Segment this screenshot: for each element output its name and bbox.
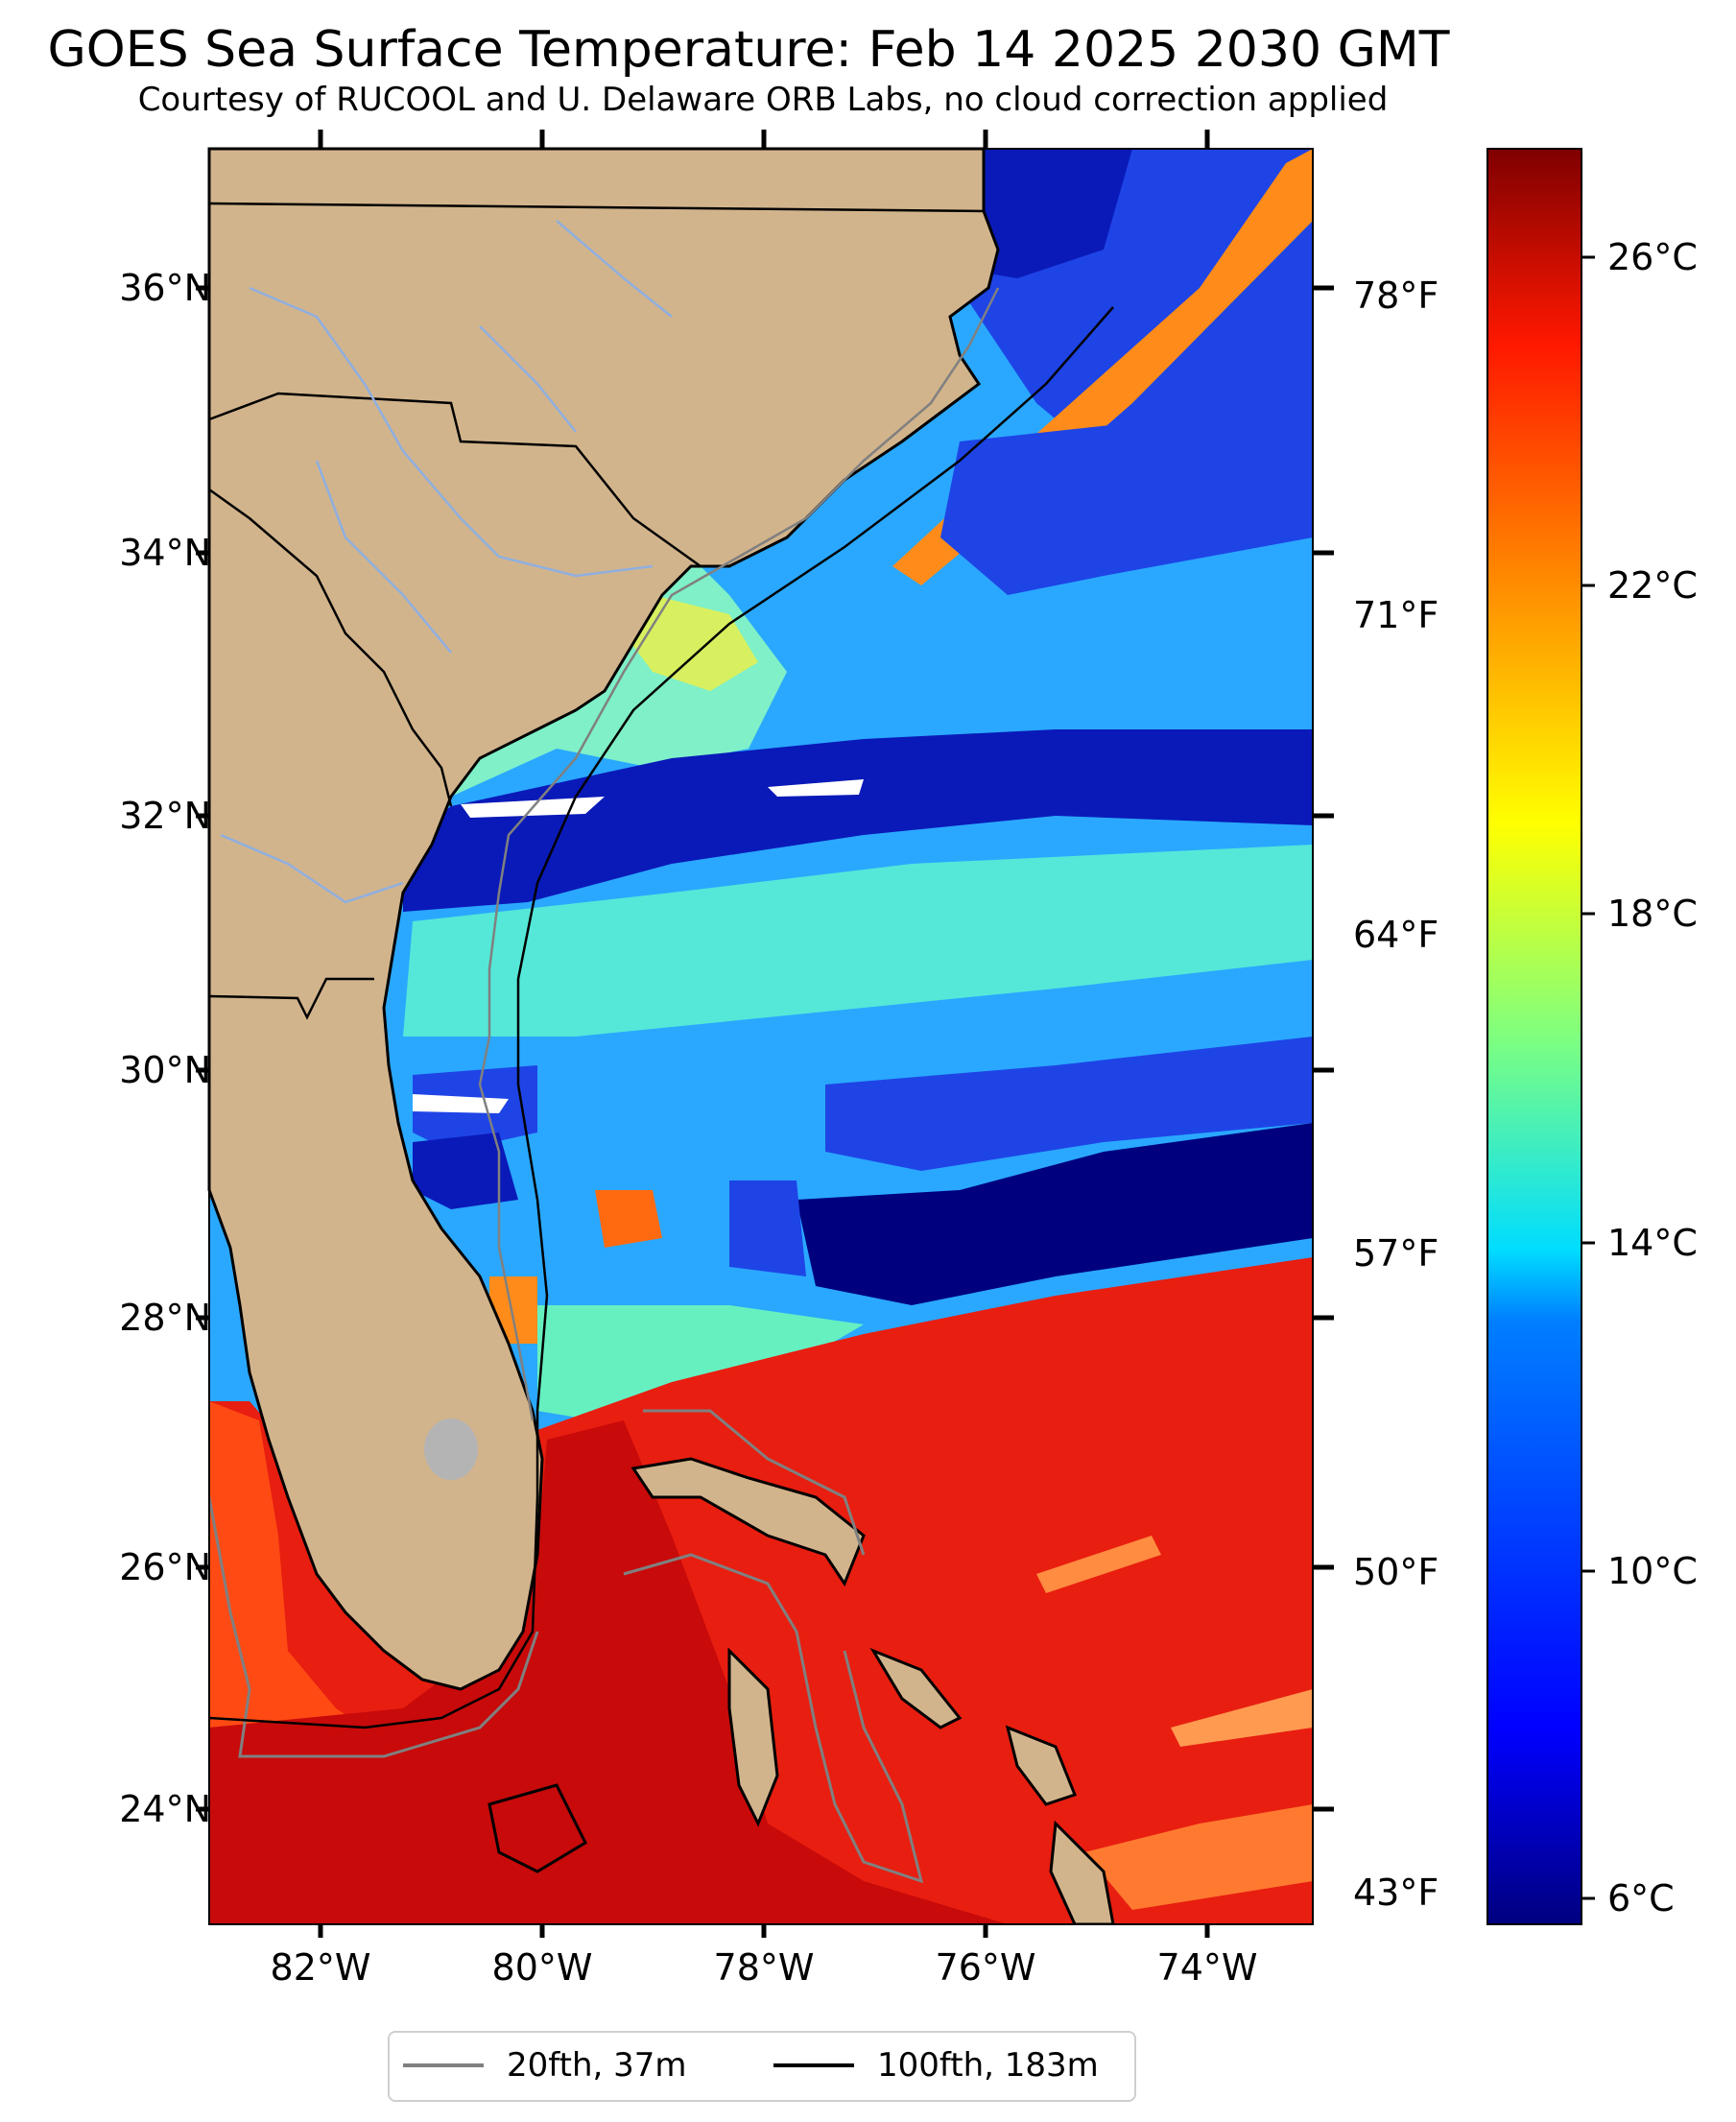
legend-item-20fth: 20fth, 37m [403,2046,687,2085]
legend-line-black [773,2063,854,2067]
colorbar-label-22c: 22°C [1607,564,1698,607]
legend: 20fth, 37m 100fth, 183m [388,2031,1136,2102]
colorbar-label-26c: 26°C [1607,236,1698,278]
f-label-50: 50°F [1353,1551,1439,1593]
right-ticks [1313,285,1334,1812]
lon-label-78: 78°W [713,1946,815,1989]
lat-label-34: 34°N [119,532,211,574]
colorbar-ticks [1581,255,1595,1900]
legend-label-100fth: 100fth, 183m [877,2046,1099,2085]
lon-label-76: 76°W [935,1946,1036,1989]
map-frame [208,148,1314,1925]
colorbar-label-6c: 6°C [1607,1877,1675,1919]
legend-item-100fth: 100fth, 183m [773,2046,1099,2085]
colorbar-label-14c: 14°C [1607,1222,1698,1264]
lat-label-32: 32°N [119,795,211,837]
f-label-43: 43°F [1353,1872,1439,1914]
lon-label-82: 82°W [270,1946,371,1989]
lat-label-26: 26°N [119,1546,211,1588]
lon-label-74: 74°W [1156,1946,1258,1989]
f-label-57: 57°F [1353,1232,1439,1275]
map-title: GOES Sea Surface Temperature: Feb 14 202… [47,21,1450,79]
lat-label-36: 36°N [119,267,211,309]
f-label-71: 71°F [1353,594,1439,636]
legend-line-gray [403,2063,484,2067]
lat-label-30: 30°N [119,1049,211,1091]
f-label-64: 64°F [1353,914,1439,956]
latitude-ticks [196,285,209,1812]
lon-label-80: 80°W [491,1946,593,1989]
colorbar-label-10c: 10°C [1607,1550,1698,1592]
longitude-ticks [318,130,1210,1938]
lat-label-24: 24°N [119,1788,211,1830]
lat-label-28: 28°N [119,1297,211,1339]
rivers [220,220,673,904]
lake-okeechobee [424,1419,478,1480]
contour-100fth [208,306,1114,1729]
contour-20fth [478,287,1000,1421]
colorbar-label-18c: 18°C [1607,893,1698,935]
map-subtitle: Courtesy of RUCOOL and U. Delaware ORB L… [137,81,1389,119]
legend-label-20fth: 20fth, 37m [507,2046,687,2085]
f-label-78: 78°F [1353,274,1439,317]
state-borders [208,202,985,1020]
colorbar [1486,148,1582,1925]
land-mass [207,147,1000,1691]
